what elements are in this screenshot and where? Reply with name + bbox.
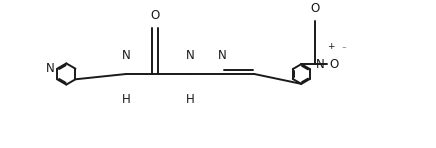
Text: +: + [327,42,334,51]
Text: ⁻: ⁻ [341,45,346,54]
Text: N: N [218,49,227,62]
Text: O: O [330,58,339,71]
Text: N: N [186,49,194,62]
Text: N: N [316,58,325,71]
Text: N: N [122,49,130,62]
Text: N: N [46,62,55,75]
Text: H: H [122,93,130,106]
Text: O: O [150,9,160,22]
Text: O: O [310,2,320,15]
Text: H: H [186,93,194,106]
